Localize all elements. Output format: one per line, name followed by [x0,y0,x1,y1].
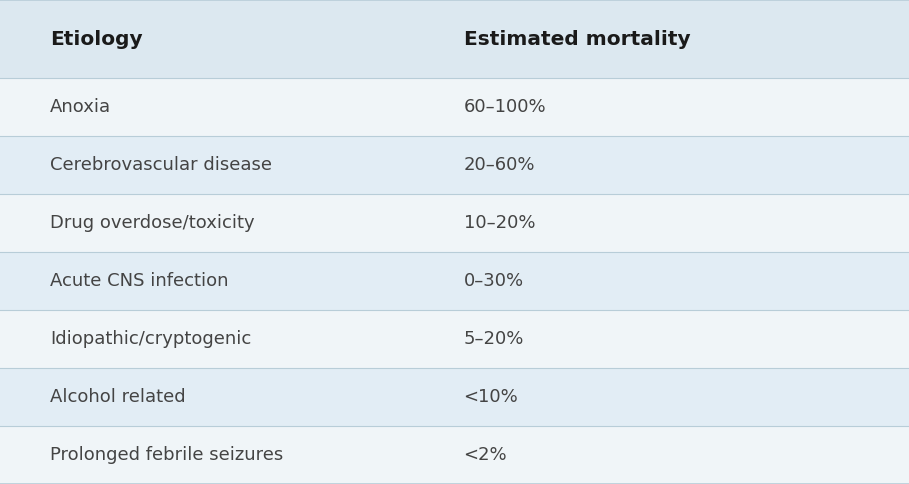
Bar [0,368,909,426]
Text: Prolonged febrile seizures: Prolonged febrile seizures [50,446,284,464]
Text: 20–60%: 20–60% [464,156,535,174]
Text: Cerebrovascular disease: Cerebrovascular disease [50,156,272,174]
Bar [0,310,909,368]
Bar [0,78,909,136]
Text: 10–20%: 10–20% [464,214,535,232]
Text: Alcohol related: Alcohol related [50,388,185,406]
Text: Drug overdose/toxicity: Drug overdose/toxicity [50,214,255,232]
Bar [0,252,909,310]
Text: Anoxia: Anoxia [50,98,111,116]
Text: 60–100%: 60–100% [464,98,546,116]
Bar [0,136,909,194]
Bar [0,194,909,252]
Text: Etiology: Etiology [50,30,143,48]
Text: Acute CNS infection: Acute CNS infection [50,272,228,290]
Text: <10%: <10% [464,388,518,406]
Text: Idiopathic/cryptogenic: Idiopathic/cryptogenic [50,330,251,348]
Bar [0,0,909,78]
Bar [0,426,909,484]
Text: Estimated mortality: Estimated mortality [464,30,690,48]
Text: 5–20%: 5–20% [464,330,524,348]
Text: 0–30%: 0–30% [464,272,524,290]
Text: <2%: <2% [464,446,507,464]
